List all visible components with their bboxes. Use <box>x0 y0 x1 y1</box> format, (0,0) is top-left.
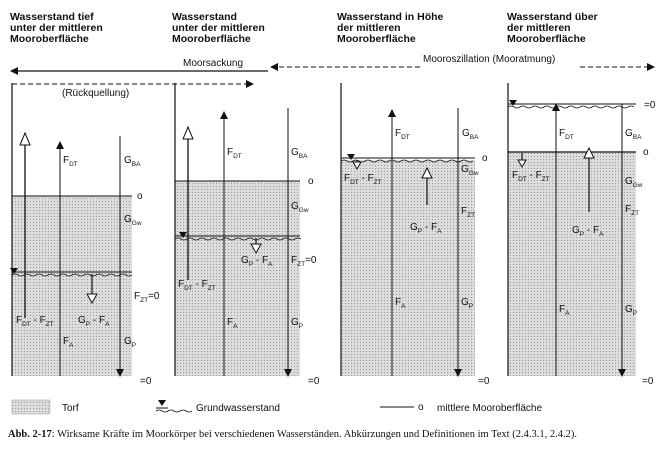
svg-text:FDT - FZT: FDT - FZT <box>178 279 216 292</box>
svg-text:FA: FA <box>227 317 238 330</box>
panel-1: o FDT GBA GGw FZT=0 FDT - FZT GP - FA FA… <box>10 83 160 387</box>
svg-text:FZT: FZT <box>461 206 475 219</box>
panel-2: o FDT GBA GGw GP - FA FZT=0 FDT - FZT FA… <box>174 83 320 387</box>
panel-3: o FDT GBA GGw FDT - FZT FZT GP - FA FA G… <box>340 83 490 387</box>
svg-text:=0: =0 <box>478 376 490 387</box>
svg-text:FDT - FZT: FDT - FZT <box>344 173 382 186</box>
svg-text:o: o <box>643 147 649 158</box>
svg-text:Wasserstand tief: Wasserstand tief <box>10 11 94 23</box>
mooroszillation-arrow: Mooroszillation (Mooratmung) <box>270 54 655 71</box>
svg-text:FA: FA <box>63 336 74 349</box>
svg-text:GGw: GGw <box>625 176 643 189</box>
svg-text:GP: GP <box>461 297 473 310</box>
svg-text:GP - FA: GP - FA <box>410 222 442 235</box>
svg-text:FZT: FZT <box>625 204 639 217</box>
svg-text:=0: =0 <box>140 376 152 387</box>
svg-text:GP - FA: GP - FA <box>241 255 273 268</box>
panel-4: =0 o FDT GBA FDT - FZT GGw FZT GP - FA F… <box>507 83 656 387</box>
svg-text:Mooroberfläche: Mooroberfläche <box>10 33 89 45</box>
svg-text:FZT=0: FZT=0 <box>291 255 317 268</box>
svg-text:FA: FA <box>559 304 570 317</box>
panel-2-title: Wasserstand unter der mittleren Moorober… <box>172 11 265 45</box>
caption-label: Abb. 2-17 <box>8 429 52 440</box>
svg-text:FA: FA <box>395 297 406 310</box>
peat-body <box>12 196 132 376</box>
svg-text:GP: GP <box>291 317 303 330</box>
svg-text:der mittleren: der mittleren <box>337 22 401 34</box>
svg-text:der mittleren: der mittleren <box>507 22 571 34</box>
svg-text:Torf: Torf <box>62 403 79 414</box>
svg-text:GP - FA: GP - FA <box>78 315 110 328</box>
svg-text:o: o <box>482 153 488 164</box>
svg-text:GBA: GBA <box>625 128 642 141</box>
rueckquellung-arrow: (Rückquellung) <box>12 80 254 99</box>
svg-text:GBA: GBA <box>462 128 479 141</box>
svg-text:GGw: GGw <box>124 214 142 227</box>
svg-text:Wasserstand in Höhe: Wasserstand in Höhe <box>337 11 444 23</box>
panel-1-title: Wasserstand tief unter der mittleren Moo… <box>10 11 103 45</box>
legend-peat-swatch <box>11 399 51 415</box>
svg-text:o: o <box>308 176 314 187</box>
svg-text:=0: =0 <box>308 376 320 387</box>
svg-text:unter der mittleren: unter der mittleren <box>172 22 265 34</box>
peat-body <box>175 181 300 376</box>
panel-4-title: Wasserstand über der mittleren Mooroberf… <box>507 11 598 45</box>
svg-text:FDT - FZT: FDT - FZT <box>16 315 54 328</box>
figure-caption: Abb. 2-17: Wirksame Kräfte im Moorkörper… <box>8 428 658 441</box>
svg-text:mittlere Mooroberfläche: mittlere Mooroberfläche <box>437 403 542 414</box>
svg-text:FDT: FDT <box>63 155 78 168</box>
svg-text:FDT: FDT <box>227 147 242 160</box>
svg-text:Wasserstand: Wasserstand <box>172 11 237 23</box>
panel-3-title: Wasserstand in Höhe der mittleren Moorob… <box>337 11 444 45</box>
svg-text:FDT - FZT: FDT - FZT <box>512 170 550 183</box>
svg-text:FDT: FDT <box>395 128 410 141</box>
svg-text:(Rückquellung): (Rückquellung) <box>62 88 129 99</box>
svg-text:=0: =0 <box>642 376 654 387</box>
svg-text:FZT=0: FZT=0 <box>134 291 160 304</box>
svg-text:unter der mittleren: unter der mittleren <box>10 22 103 34</box>
svg-text:GBA: GBA <box>124 155 141 168</box>
svg-text:Wasserstand über: Wasserstand über <box>507 11 598 23</box>
svg-text:o: o <box>418 402 424 413</box>
svg-text:Mooroberfläche: Mooroberfläche <box>337 33 416 45</box>
svg-text:Mooroberfläche: Mooroberfläche <box>507 33 586 45</box>
svg-text:FDT: FDT <box>559 128 574 141</box>
svg-text:GGw: GGw <box>461 164 479 177</box>
peat-body <box>508 152 636 376</box>
svg-text:GP: GP <box>625 304 637 317</box>
svg-text:GGw: GGw <box>291 201 309 214</box>
svg-text:Grundwasserstand: Grundwasserstand <box>196 403 280 414</box>
svg-text:GP - FA: GP - FA <box>572 225 604 238</box>
svg-text:=0: =0 <box>644 100 656 111</box>
svg-text:GBA: GBA <box>291 147 308 160</box>
legend-water-symbol <box>158 400 166 406</box>
svg-text:Moorsackung: Moorsackung <box>183 58 243 69</box>
svg-text:Mooroberfläche: Mooroberfläche <box>172 33 251 45</box>
svg-text:GP: GP <box>124 336 136 349</box>
peat-body <box>341 160 475 376</box>
caption-text: : Wirksame Kräfte im Moorkörper bei vers… <box>51 429 577 440</box>
svg-text:o: o <box>137 191 143 202</box>
legend: Torf Grundwasserstand o mittlere Moorobe… <box>11 399 542 415</box>
moorsackung-arrow: Moorsackung <box>10 58 268 75</box>
svg-text:Mooroszillation (Mooratmung): Mooroszillation (Mooratmung) <box>423 54 555 65</box>
